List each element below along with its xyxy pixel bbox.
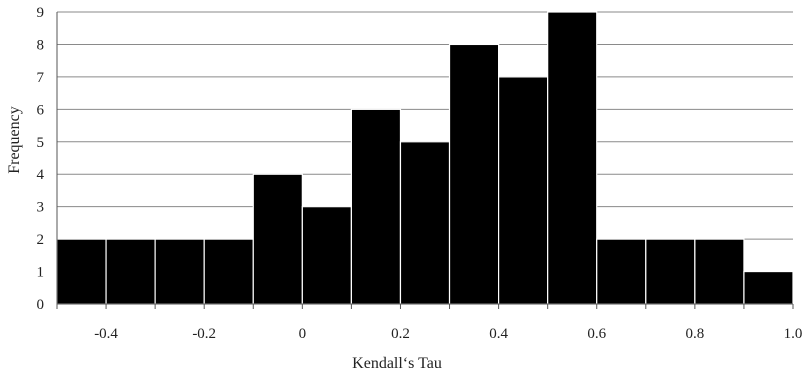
histogram-bar	[56, 238, 107, 305]
axes	[56, 12, 794, 309]
y-tick-label: 5	[37, 135, 45, 151]
y-tick-labels: 0 1 2 3 4 5 6 7 8 9	[37, 5, 45, 313]
histogram-bar	[448, 43, 500, 305]
y-tick-label: 7	[37, 70, 45, 86]
histogram-bar	[154, 238, 205, 305]
histogram-bar	[203, 238, 254, 305]
y-axis-title: Frequency	[6, 106, 23, 174]
y-tick-label: 4	[37, 167, 45, 183]
histogram-bar	[350, 108, 402, 305]
bars	[56, 11, 794, 305]
histogram-bar	[252, 173, 303, 305]
histogram-bar	[547, 11, 598, 305]
x-tick-label: -0.2	[192, 326, 216, 342]
x-tick-label: 0	[299, 326, 307, 342]
histogram-bar	[399, 141, 451, 305]
x-tick-labels: -0.4 -0.2 0 0.2 0.4 0.6 0.8 1.0	[94, 326, 802, 342]
y-tick-label: 8	[37, 37, 45, 53]
x-tick-label: 1.0	[784, 326, 803, 342]
x-axis-title: Kendall‘s Tau	[352, 355, 442, 372]
x-tick-label: -0.4	[94, 326, 118, 342]
histogram-bar	[498, 76, 549, 305]
histogram-bar	[596, 238, 647, 305]
x-tick-label: 0.8	[685, 326, 704, 342]
x-tick-label: 0.4	[489, 326, 508, 342]
histogram-bar	[645, 238, 696, 305]
y-tick-label: 9	[37, 5, 45, 21]
histogram-bar	[694, 238, 745, 305]
x-tick-label: 0.6	[587, 326, 606, 342]
histogram-bar	[301, 206, 353, 305]
histogram-bar	[105, 238, 156, 305]
y-tick-label: 0	[37, 297, 45, 313]
x-tick-label: 0.2	[391, 326, 410, 342]
y-tick-label: 1	[37, 265, 45, 281]
y-tick-label: 6	[37, 102, 45, 118]
histogram-bar	[743, 270, 794, 305]
y-tick-label: 3	[37, 200, 45, 216]
y-tick-label: 2	[37, 232, 45, 248]
